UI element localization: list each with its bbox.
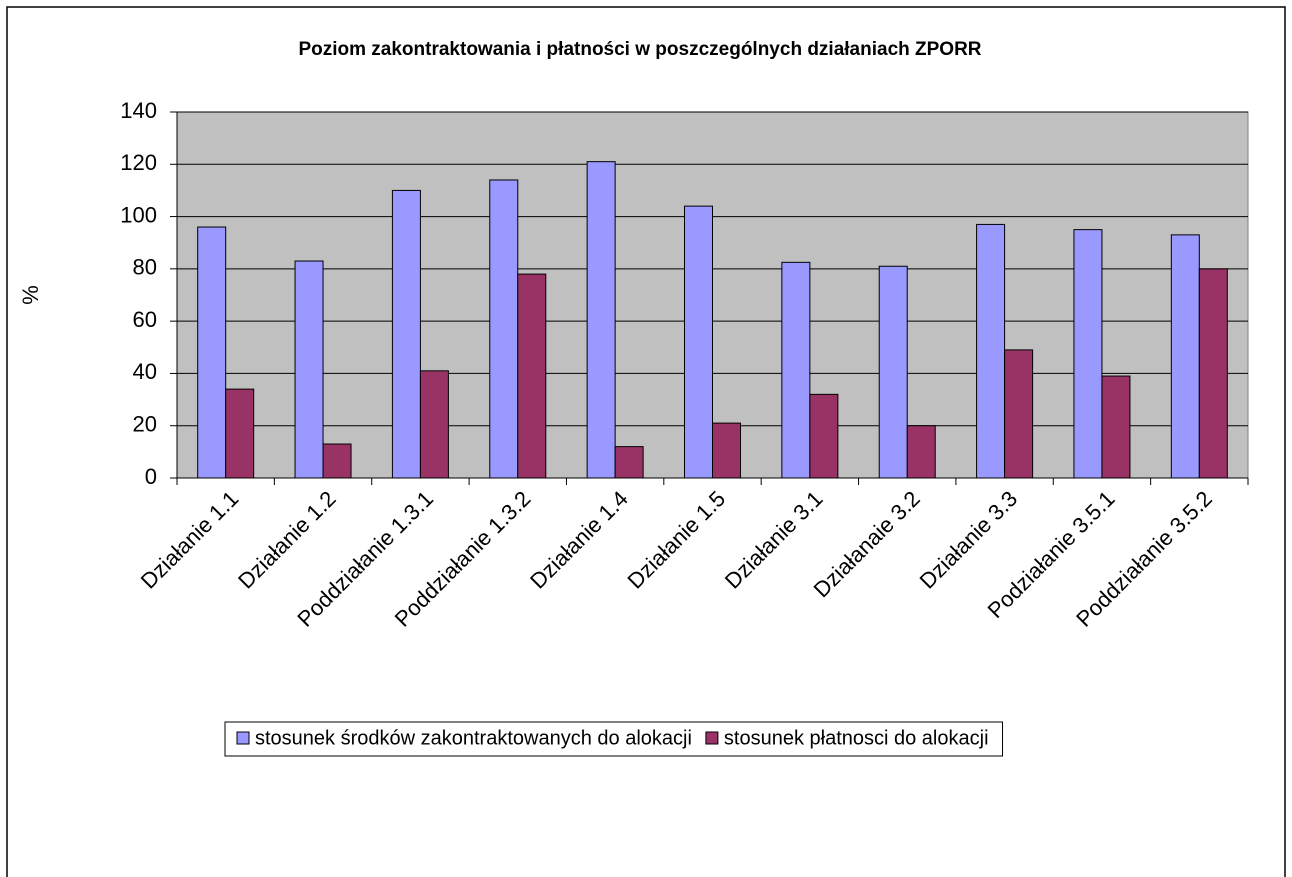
bar (294, 260, 324, 479)
bar (684, 205, 713, 479)
legend-label: stosunek płatnosci do alokacji (724, 727, 989, 749)
bar (517, 273, 547, 479)
bar (419, 370, 449, 479)
bar (197, 226, 227, 479)
y-tick-label: 140 (120, 98, 157, 123)
legend-box (224, 721, 1004, 757)
bar (976, 223, 1006, 479)
bar (712, 422, 741, 479)
bar (1004, 349, 1034, 479)
bar (906, 425, 936, 479)
legend-swatch (705, 731, 719, 745)
legend-label: stosunek środków zakontraktowanych do al… (255, 727, 692, 749)
bar (489, 179, 519, 479)
bar (1101, 375, 1131, 479)
bar (809, 393, 839, 479)
y-tick-label: 100 (120, 202, 157, 227)
bar (1170, 234, 1200, 479)
chart-title: Poziom zakontraktowania i płatności w po… (298, 39, 981, 60)
y-tick-label: 60 (133, 307, 157, 332)
bar (225, 388, 255, 479)
legend: stosunek środków zakontraktowanych do al… (224, 721, 1004, 757)
y-tick-label: 0 (145, 464, 157, 489)
bar (1073, 229, 1103, 479)
bar (614, 446, 644, 479)
bar (391, 189, 421, 479)
legend-swatch (236, 731, 250, 745)
y-tick-label: 40 (133, 359, 157, 384)
y-tick-label: 20 (133, 412, 157, 437)
y-tick-label: 80 (133, 255, 157, 280)
bar (781, 261, 811, 479)
bar (878, 265, 908, 479)
bar (322, 443, 352, 479)
y-tick-label: 120 (120, 150, 157, 175)
y-axis-label: % (18, 285, 43, 305)
bar (1198, 268, 1228, 479)
bar (586, 161, 616, 479)
